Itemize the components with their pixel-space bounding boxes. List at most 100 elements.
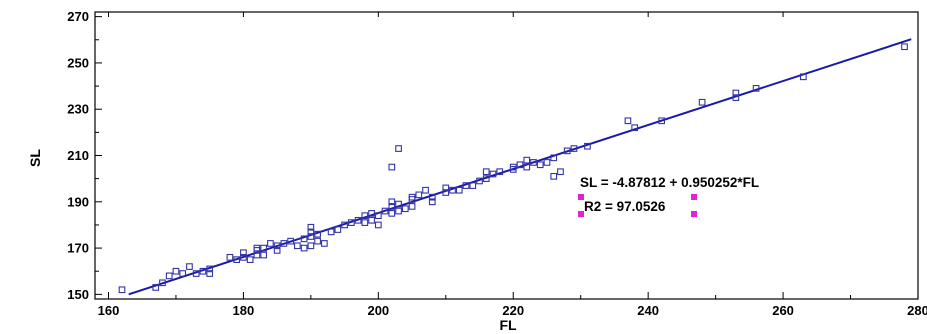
data-point <box>267 240 274 247</box>
data-point <box>557 168 564 176</box>
data-point <box>752 85 760 92</box>
data-point <box>523 163 531 171</box>
data-point <box>118 286 126 294</box>
y-tick-label: 270 <box>67 9 89 24</box>
data-point <box>327 228 335 236</box>
data-point <box>550 154 558 162</box>
data-point <box>273 242 281 250</box>
data-point <box>368 216 375 224</box>
regression-equation-label[interactable]: SL = -4.87812 + 0.950252*FL <box>580 175 759 190</box>
data-point <box>253 251 261 259</box>
data-point <box>408 203 416 210</box>
data-point <box>388 203 396 210</box>
data-point <box>300 244 308 252</box>
annotation-layer[interactable]: SL = -4.87812 + 0.950252*FL R2 = 97.0526 <box>578 175 759 217</box>
data-point <box>287 237 294 245</box>
data-point <box>395 200 402 208</box>
x-tick-label: 280 <box>907 303 927 318</box>
data-point <box>388 198 396 206</box>
data-point <box>192 270 200 277</box>
data-point <box>658 117 666 125</box>
data-point <box>354 216 362 224</box>
data-point <box>442 189 450 196</box>
data-point <box>159 279 166 287</box>
data-point <box>260 251 267 259</box>
data-point <box>530 159 537 166</box>
selection-handle[interactable] <box>578 194 584 200</box>
y-tick-label: 230 <box>67 102 89 117</box>
r-squared-label[interactable]: R2 = 97.0526 <box>584 199 666 214</box>
data-point <box>476 177 483 185</box>
data-point <box>314 230 321 238</box>
data-point <box>482 168 490 176</box>
y-tick-label: 190 <box>67 194 89 209</box>
data-point <box>226 253 234 261</box>
data-point <box>273 247 281 254</box>
data-point <box>321 240 328 247</box>
data-point <box>307 223 315 231</box>
data-point <box>374 212 382 220</box>
data-point <box>388 163 396 171</box>
data-point <box>186 263 193 270</box>
selection-handle[interactable] <box>578 211 584 217</box>
data-point <box>253 244 261 252</box>
x-tick-label: 260 <box>772 303 794 318</box>
data-point <box>489 170 497 178</box>
data-point <box>240 249 247 257</box>
data-point <box>570 145 578 152</box>
data-point <box>624 117 632 125</box>
data-point <box>901 43 908 51</box>
data-point <box>280 240 288 247</box>
data-point <box>199 267 207 275</box>
data-point <box>347 219 355 226</box>
x-axis-title: FL <box>499 317 517 333</box>
data-points-layer <box>118 43 908 294</box>
x-tick-label: 160 <box>98 303 120 318</box>
data-point <box>509 163 517 171</box>
data-point <box>240 253 247 261</box>
data-point <box>388 210 396 217</box>
data-point <box>152 284 160 291</box>
data-point <box>307 242 315 250</box>
data-point <box>698 98 706 106</box>
data-point <box>300 235 308 243</box>
data-point <box>361 219 369 226</box>
x-tick-label: 220 <box>502 303 524 318</box>
data-point <box>536 161 544 169</box>
data-point <box>233 256 241 264</box>
data-point <box>361 212 369 220</box>
data-point <box>307 233 315 240</box>
data-point <box>523 156 531 164</box>
data-point <box>401 205 409 213</box>
data-point <box>442 184 450 192</box>
data-point <box>206 270 214 277</box>
data-point <box>516 161 524 169</box>
data-point <box>381 207 389 215</box>
data-point <box>395 145 402 152</box>
data-point <box>165 272 173 280</box>
data-point <box>428 193 436 201</box>
data-point <box>462 182 470 189</box>
selection-handle[interactable] <box>691 194 697 200</box>
x-tick-label: 240 <box>637 303 659 318</box>
data-point <box>550 172 558 180</box>
x-axis: 160 180 200 220 240 260 280 <box>98 12 927 318</box>
data-point <box>246 256 254 264</box>
data-point <box>314 237 321 245</box>
data-point <box>341 221 348 229</box>
data-point <box>334 226 342 233</box>
data-point <box>294 242 301 250</box>
data-point <box>584 142 591 150</box>
data-point <box>408 193 416 201</box>
data-point <box>799 73 807 81</box>
y-tick-label: 210 <box>67 148 89 163</box>
y-axis: 150 170 190 210 230 250 270 <box>67 9 102 302</box>
selection-handle[interactable] <box>691 211 697 217</box>
y-tick-label: 150 <box>67 287 89 302</box>
data-point <box>631 124 639 132</box>
data-point <box>455 186 463 194</box>
data-point <box>206 265 214 273</box>
data-point <box>368 210 375 217</box>
